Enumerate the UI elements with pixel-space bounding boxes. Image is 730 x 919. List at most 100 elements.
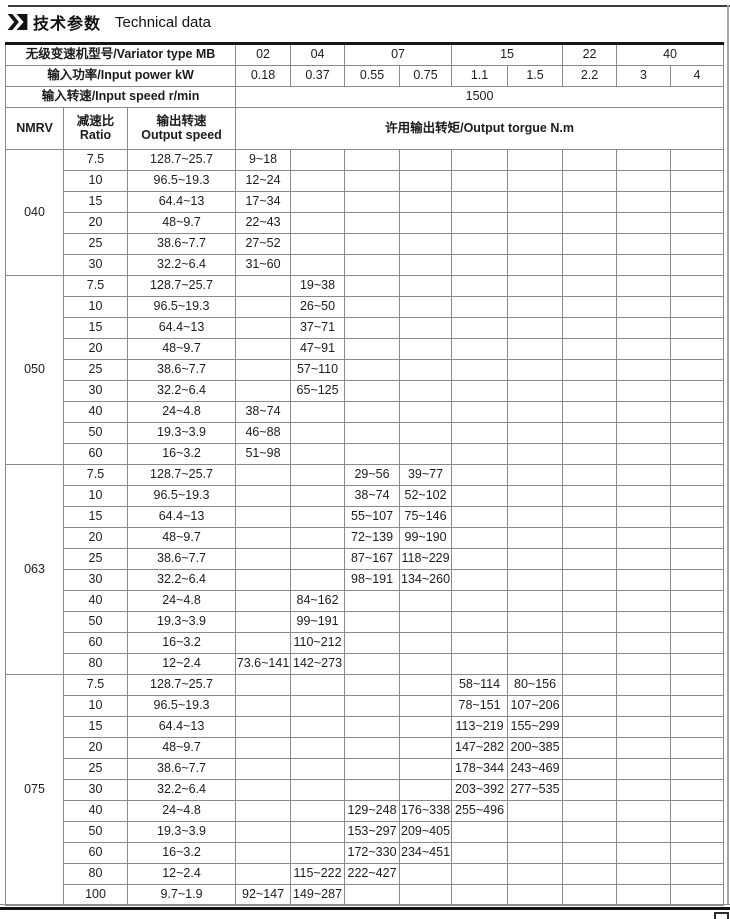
torque-cell [507,296,564,318]
torque-cell: 134~260 [399,569,453,591]
table-row: 30 32.2~6.4 31~60 [6,254,725,276]
output-speed-cell: 9.7~1.9 [126,884,237,906]
torque-cell [616,548,672,570]
table-row: 60 16~3.2 172~330 234~451 [6,842,725,864]
torque-cell [562,548,618,570]
torque-cell [399,695,453,717]
torque-cell [451,821,509,843]
torque-cell [562,422,618,444]
torque-cell [344,191,401,213]
torque-cell [399,653,453,675]
torque-cell: 203~392 [451,779,509,801]
table-row: 25 38.6~7.7 57~110 [6,359,725,381]
torque-cell [344,317,401,339]
torque-cell [399,716,453,738]
torque-cell [451,359,509,381]
page-top-rule [8,5,730,7]
torque-cell: 38~74 [344,485,401,507]
torque-cell [290,485,346,507]
torque-cell: 80~156 [507,674,564,696]
page-corner-mark [714,912,729,919]
torque-cell [451,275,509,297]
ratio-cell: 20 [63,338,128,360]
torque-cell: 115~222 [290,863,346,885]
torque-cell [507,401,564,423]
torque-cell [507,632,564,654]
torque-cell: 78~151 [451,695,509,717]
torque-cell [670,443,725,465]
torque-cell: 31~60 [235,254,292,276]
output-speed-header-zh: 输出转速 [156,113,207,128]
torque-cell [290,548,346,570]
output-speed-header: 输出转速 Output speed [126,107,237,150]
torque-cell [562,485,618,507]
torque-cell [616,380,672,402]
table-row: 80 12~2.4 73.6~141 142~273 [6,653,725,675]
torque-cell [290,527,346,549]
ratio-cell: 80 [63,653,128,675]
output-speed-cell: 38.6~7.7 [126,758,237,780]
torque-cell [399,149,453,171]
torque-cell: 129~248 [344,800,401,822]
table-row: 25 38.6~7.7 178~344 243~469 [6,758,725,780]
torque-cell: 178~344 [451,758,509,780]
torque-cell [290,737,346,759]
torque-cell [616,842,672,864]
torque-cell [235,296,292,318]
torque-cell [235,317,292,339]
ratio-cell: 40 [63,401,128,423]
torque-cell [344,779,401,801]
torque-cell [670,149,725,171]
torque-cell [290,758,346,780]
torque-cell [399,863,453,885]
input-power-value: 1.1 [451,65,509,87]
torque-cell [344,359,401,381]
torque-cell [290,821,346,843]
output-speed-cell: 64.4~13 [126,506,237,528]
torque-cell: 29~56 [344,464,401,486]
torque-cell [399,611,453,633]
torque-cell [670,359,725,381]
torque-cell [451,338,509,360]
torque-cell: 55~107 [344,506,401,528]
torque-cell: 118~229 [399,548,453,570]
table-row: 30 32.2~6.4 98~191 134~260 [6,569,725,591]
ratio-cell: 20 [63,212,128,234]
input-power-value: 2.2 [562,65,618,87]
torque-cell [616,317,672,339]
torque-cell: 107~206 [507,695,564,717]
torque-cell: 92~147 [235,884,292,906]
torque-cell [451,569,509,591]
torque-cell [399,212,453,234]
torque-cell: 51~98 [235,443,292,465]
torque-cell [670,611,725,633]
torque-cell [344,590,401,612]
torque-cell [451,149,509,171]
input-power-value: 0.37 [290,65,346,87]
torque-cell [616,590,672,612]
torque-cell [507,821,564,843]
torque-cell [507,359,564,381]
torque-cell [616,191,672,213]
torque-cell [344,632,401,654]
torque-cell [562,212,618,234]
torque-cell: 37~71 [290,317,346,339]
torque-cell [290,800,346,822]
torque-cell [562,716,618,738]
torque-cell [616,212,672,234]
torque-cell [399,380,453,402]
torque-cell [344,422,401,444]
torque-cell [235,758,292,780]
torque-cell [616,695,672,717]
torque-cell [507,170,564,192]
output-speed-cell: 38.6~7.7 [126,359,237,381]
torque-cell [344,716,401,738]
torque-cell [670,674,725,696]
torque-cell [399,170,453,192]
torque-cell [616,464,672,486]
torque-cell [616,611,672,633]
torque-cell [235,548,292,570]
output-speed-cell: 64.4~13 [126,317,237,339]
torque-cell: 75~146 [399,506,453,528]
torque-cell [616,443,672,465]
